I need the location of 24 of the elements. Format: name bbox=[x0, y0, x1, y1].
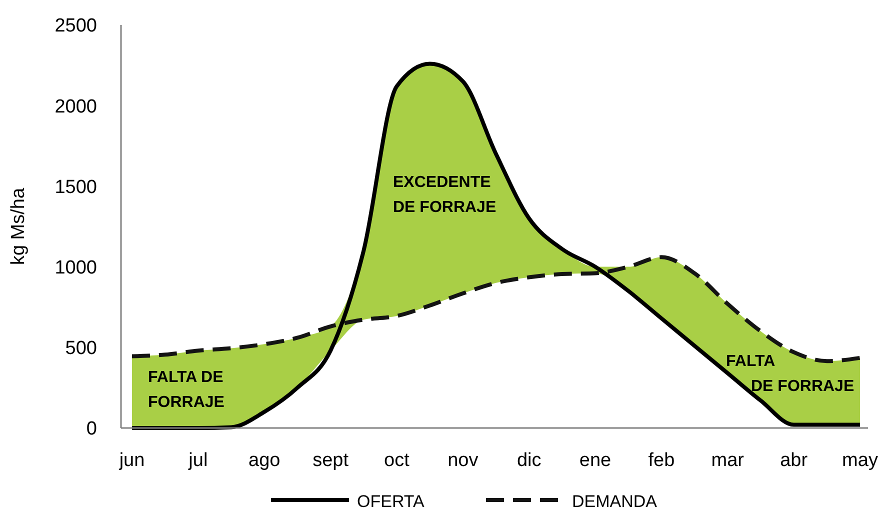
x-tick-label: abr bbox=[780, 450, 808, 471]
y-tick-label: 500 bbox=[65, 338, 97, 360]
y-tick-label: 2500 bbox=[54, 16, 97, 37]
x-tick-label: feb bbox=[648, 450, 675, 471]
x-tick-label: dic bbox=[516, 450, 542, 471]
x-tick-label: oct bbox=[384, 450, 410, 471]
annotation: FALTA DE FORRAJE bbox=[148, 369, 225, 411]
annotation: FALTA DE FORRAJE bbox=[726, 353, 854, 395]
y-tick-label: 2000 bbox=[54, 96, 97, 118]
x-tick-label: sept bbox=[312, 450, 350, 471]
annotation: EXCEDENTE DE FORRAJE bbox=[393, 174, 496, 216]
legend-label: OFERTA bbox=[357, 492, 426, 511]
x-tick-label: may bbox=[842, 450, 878, 471]
y-tick-label: 1500 bbox=[54, 176, 97, 198]
x-tick-label: jun bbox=[118, 450, 145, 471]
y-tick-label: 0 bbox=[86, 418, 97, 440]
x-tick-label: mar bbox=[711, 450, 745, 471]
y-axis-title: kg Ms/ha bbox=[8, 188, 29, 266]
x-tick-label: ago bbox=[248, 450, 280, 471]
legend-label: DEMANDA bbox=[572, 492, 658, 511]
x-tick-label: nov bbox=[448, 450, 479, 471]
x-tick-label: jul bbox=[188, 450, 208, 471]
y-tick-label: 1000 bbox=[54, 257, 97, 278]
x-tick-label: ene bbox=[579, 450, 612, 471]
